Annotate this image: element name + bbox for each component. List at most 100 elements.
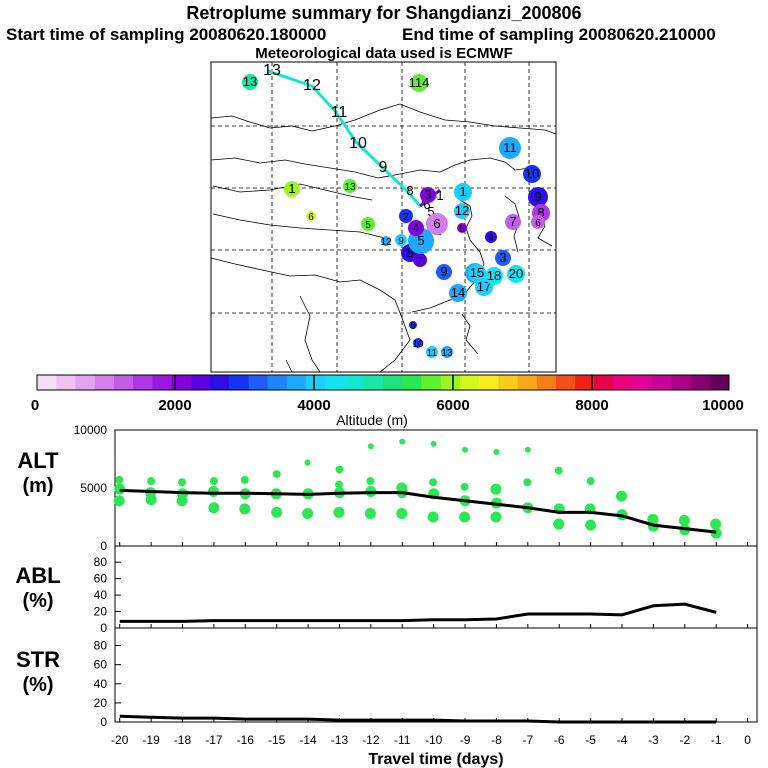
colorbar-tick: 10000 [702,397,744,414]
y-tick-label: 60 [94,572,108,586]
x-tick-label: -18 [174,733,192,747]
cluster-point [115,475,124,484]
end-time: End time of sampling 20080620.210000 [402,25,716,44]
cluster-point [333,506,345,518]
x-tick-label: -7 [522,733,533,747]
cluster-marker [284,181,300,197]
cluster-label: 114 [409,75,430,90]
panel-frame [114,545,758,629]
cluster-marker [413,253,427,267]
trajectory-day-label: 1 [436,188,443,203]
cluster-marker [485,231,497,243]
cluster-point [399,438,406,445]
x-tick-label: -13 [331,733,349,747]
cluster-marker [531,215,545,229]
cluster-label: 9 [534,189,541,204]
y-tick-label: 10000 [74,423,108,437]
cluster-point [272,470,281,479]
cluster-point [176,495,188,507]
cluster-marker [499,137,521,159]
colorbar-cell [133,375,153,390]
cluster-marker [395,234,407,246]
x-tick-label: -19 [142,733,160,747]
colorbar-frame [36,374,730,391]
trajectory-day-label: 10 [349,135,367,152]
colorbar-cell [344,375,365,390]
cluster-point [460,482,469,491]
colorbar-cell [363,375,384,390]
cluster-point [396,508,408,520]
x-tick-label: 0 [744,733,751,747]
cluster-label: 7 [509,214,516,229]
cluster-marker [454,183,472,201]
colorbar-cell [402,375,422,390]
cluster-point [209,477,218,486]
cluster-point [335,465,344,474]
panel-alt: 10000 5000 0 ALT(m) [17,423,758,553]
colorbar-cell [383,375,403,390]
cluster-marker [507,265,525,283]
colorbar-cell [671,375,691,390]
x-tick-label: -6 [554,733,565,747]
cluster-marker [426,213,448,235]
colorbar-cell [652,375,672,390]
cluster-label: 18 [487,268,501,283]
cluster-marker [242,74,258,90]
cluster-marker [457,223,467,233]
cluster-point [678,514,690,526]
cluster-marker [436,264,452,280]
cluster-point [493,449,500,456]
cluster-point [271,506,283,518]
y-tick-label: 0 [100,715,107,729]
colorbar-cell [152,375,172,390]
colorbar-cell [459,375,480,390]
cluster-marker [468,264,486,282]
cluster-marker [523,165,541,183]
altitude-colorbar: 0 2000 4000 6000 8000 10000 Altitude (m) [31,374,744,428]
cluster-point [710,518,722,530]
cluster-label: 7 [417,256,423,267]
cluster-label: 4 [488,233,494,244]
series-line-abl [119,602,717,623]
y-tick-label: 80 [94,639,108,653]
colorbar-cell [248,375,268,390]
colorbar-cell [113,375,134,390]
cluster-point [710,527,722,539]
chart-title: Retroplume summary for Shangdianzi_20080… [186,3,582,23]
cluster-label: 15 [470,265,484,280]
cluster-label: 1 [459,184,466,199]
colorbar-tick: 0 [31,397,39,414]
series-line-str [119,714,717,724]
cluster-point [367,443,374,450]
map-frame [210,61,557,373]
cluster-point [553,518,565,530]
cluster-marker [381,236,391,246]
colorbar-cell [517,375,538,390]
cluster-point [490,511,502,523]
colorbar-tick: 4000 [297,397,330,414]
colorbar-cell [210,375,230,390]
cluster-label: 10 [412,339,424,350]
cluster-label: 5 [459,224,465,235]
cluster-label: 6 [433,216,440,231]
x-tick-label: -12 [362,733,380,747]
cluster-marker [343,179,357,193]
cluster-marker [409,321,417,329]
x-tick-label: -11 [394,733,411,747]
x-tick-label: -14 [299,733,317,747]
y-axis-unit: (m) [22,475,53,497]
y-axis-label: ABL [15,563,60,588]
colorbar-cell [37,375,57,390]
y-axis-label: ALT [17,448,59,473]
x-tick-label: -10 [425,733,443,747]
cluster-label: 14 [451,285,465,300]
time-series-panels: 1000050000ALT(m)806040200ABL(%)806040200… [15,423,758,768]
colorbar-tick: 6000 [436,397,469,414]
cluster-point [462,446,469,453]
map-labels: 1312111098765432113114111098765432112151… [242,62,550,359]
cluster-label: 13 [344,182,356,193]
cluster-marker [408,220,424,236]
cluster-label: 8 [406,245,413,260]
cluster-label: 20 [509,266,523,281]
